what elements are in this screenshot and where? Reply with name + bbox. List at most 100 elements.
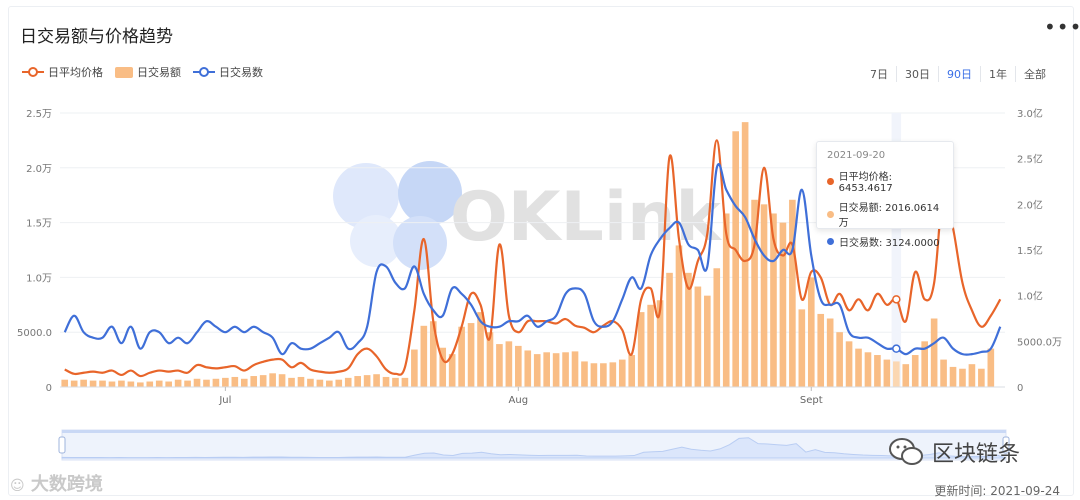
- bar: [382, 376, 390, 387]
- bar: [184, 380, 191, 387]
- bar: [628, 355, 636, 387]
- bar: [921, 341, 928, 387]
- range-1y[interactable]: 1年: [980, 66, 1015, 82]
- bar: [685, 272, 692, 387]
- bar: [363, 375, 371, 387]
- bar: [722, 213, 730, 387]
- watermark-bottom-right-text: 区块链条: [932, 442, 1021, 467]
- logo-icon: ☺: [10, 478, 25, 494]
- watermark-text: OKLink: [450, 178, 723, 257]
- bar: [137, 382, 144, 387]
- bar: [326, 380, 333, 387]
- bar: [335, 379, 343, 387]
- bar: [89, 380, 97, 387]
- hover-band: [891, 113, 902, 387]
- chart-legend: 日平均价格 日交易额 日交易数: [22, 64, 263, 80]
- bar: [505, 341, 513, 387]
- bar: [552, 353, 560, 387]
- bar: [704, 295, 711, 387]
- bar: [250, 376, 258, 387]
- legend-item-count[interactable]: 日交易数: [193, 64, 263, 80]
- bar: [618, 359, 626, 387]
- y-right-tick-label: 0: [1017, 383, 1023, 394]
- bar: [741, 122, 749, 387]
- bar: [467, 323, 475, 387]
- bar: [108, 381, 116, 387]
- bar: [581, 361, 588, 387]
- hover-point: [892, 295, 901, 304]
- y-left-tick-label: 2.5万: [26, 109, 52, 120]
- bar: [732, 131, 739, 387]
- bar-swatch-icon: [115, 66, 133, 78]
- hover-point: [892, 344, 901, 353]
- bar: [354, 376, 361, 387]
- bar: [401, 377, 409, 387]
- bar: [779, 222, 787, 387]
- x-tick-label: Aug: [509, 395, 529, 406]
- bar: [789, 199, 796, 387]
- range-90d[interactable]: 90日: [938, 66, 980, 82]
- y-right-tick-label: 1.0亿: [1017, 290, 1043, 303]
- bar: [656, 300, 664, 387]
- bar: [222, 377, 229, 387]
- line-circle-icon: [193, 66, 215, 78]
- tooltip-text: 日交易额: 2016.0614万: [838, 203, 940, 229]
- bar: [609, 362, 617, 387]
- bar: [316, 379, 324, 387]
- legend-item-volume[interactable]: 日交易额: [115, 64, 181, 80]
- bar: [99, 380, 106, 387]
- y-left-tick-label: 2.0万: [26, 164, 52, 175]
- bar: [486, 332, 494, 387]
- y-left-tick-label: 0: [46, 383, 52, 394]
- range-selector: 7日 30日 90日 1年 全部: [862, 66, 1054, 82]
- bar: [344, 377, 352, 387]
- bar: [817, 313, 825, 387]
- range-navigator[interactable]: [58, 429, 1010, 461]
- dot-icon: [827, 177, 834, 185]
- legend-item-price[interactable]: 日平均价格: [22, 64, 103, 80]
- bar: [458, 326, 465, 387]
- legend-label: 日平均价格: [48, 66, 103, 79]
- bar: [694, 286, 702, 387]
- watermark-bottom-left-text: 大数跨境: [30, 474, 103, 495]
- watermark-bottom-left: ☺ 大数跨境: [10, 470, 103, 496]
- bar: [297, 376, 305, 387]
- bar: [259, 375, 267, 387]
- bar: [240, 378, 248, 387]
- tooltip-row: 日交易数: 3124.0000: [827, 234, 943, 249]
- bar: [826, 318, 834, 387]
- line-circle-icon: [22, 66, 44, 78]
- series-line: [63, 163, 1002, 356]
- bar: [269, 373, 276, 387]
- y-right-tick-label: 3.0亿: [1017, 107, 1043, 120]
- bar: [874, 355, 881, 387]
- bar: [883, 359, 891, 387]
- bar: [968, 364, 976, 387]
- oklink-watermark: OKLink: [333, 161, 723, 270]
- bar: [392, 377, 399, 387]
- bar: [930, 318, 938, 387]
- bar: [770, 213, 777, 387]
- bar: [193, 378, 201, 387]
- bar: [713, 268, 721, 387]
- y-right-tick-label: 5000.0万: [1017, 337, 1062, 348]
- bar: [590, 363, 598, 387]
- y-left-tick-label: 1.5万: [26, 219, 52, 230]
- tooltip-row: 日交易额: 2016.0614万: [827, 199, 943, 229]
- range-all[interactable]: 全部: [1015, 66, 1054, 82]
- navigator-handle-right: [1002, 436, 1010, 454]
- chart-title: 日交易额与价格趋势: [20, 27, 173, 47]
- bar: [675, 245, 683, 387]
- bar: [571, 351, 579, 387]
- bar: [61, 379, 69, 387]
- range-7d[interactable]: 7日: [870, 68, 888, 81]
- range-30d[interactable]: 30日: [896, 66, 938, 82]
- bar: [807, 277, 815, 387]
- bar: [798, 309, 806, 387]
- bar: [231, 376, 239, 387]
- bar: [515, 345, 522, 387]
- bar: [760, 204, 768, 387]
- bar: [373, 374, 380, 387]
- bar: [637, 312, 645, 387]
